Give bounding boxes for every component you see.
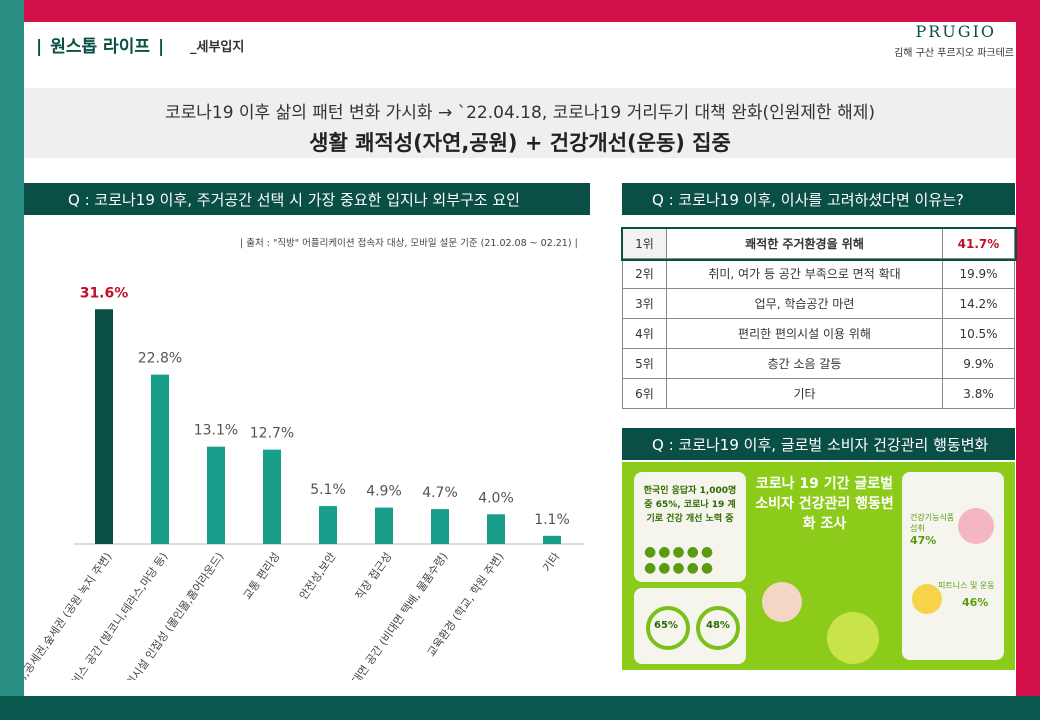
bar	[487, 514, 505, 544]
bar	[263, 449, 281, 544]
rank-cell: 3위	[622, 288, 667, 319]
brand-logo: PRUGIO	[915, 22, 996, 41]
infographic-left-card-2: 65% 48%	[634, 588, 746, 664]
people-icons: ●●●●●	[644, 544, 716, 560]
data-label: 13.1%	[194, 423, 238, 439]
source-note: | 출처 : "직방" 어플리케이션 접속자 대상, 모바일 설문 기준 (21…	[240, 238, 578, 249]
right-label-2: 피트니스 및 운동	[938, 581, 995, 590]
infographic-right-card: 건강기능식품 섭취 47% 피트니스 및 운동 46%	[902, 472, 1004, 660]
page-header: | 원스톱 라이프 | _세부입지 PRUGIO 김해 구산 푸르지오 파크테르	[24, 22, 1016, 68]
bar	[543, 535, 561, 544]
person-illustration	[762, 582, 802, 622]
bar	[375, 507, 393, 544]
tick-label: 직장 접근성	[353, 550, 395, 602]
right-question-header: Q : 코로나19 이후, 이사를 고려하셨다면 이유는?	[622, 183, 1015, 215]
rank-cell: 2위	[622, 258, 667, 289]
tick-label: 교통 편리성	[241, 550, 283, 602]
pct-cell: 9.9%	[942, 348, 1015, 379]
rank-cell: 1위	[622, 228, 667, 259]
runner-illustration	[912, 584, 942, 614]
data-label: 31.6%	[80, 285, 129, 301]
tick-label: 쾌적성,공세권,숲세권 (공원 녹지 주변)	[24, 550, 114, 680]
infographic-title: 코로나 19 기간 글로벌 소비자 건강관리 행동변화 조사	[755, 476, 894, 532]
tick-label: 기타	[540, 550, 562, 574]
data-label: 1.1%	[534, 512, 570, 528]
reason-cell: 취미, 여가 등 공간 부족으로 면적 확대	[666, 258, 943, 289]
rank-cell: 4위	[622, 318, 667, 349]
pie-icon-1	[646, 606, 690, 650]
left-question-header: Q : 코로나19 이후, 주거공간 선택 시 가장 중요한 입지나 외부구조 …	[24, 183, 590, 215]
reason-cell: 쾌적한 주거환경을 위해	[666, 228, 943, 259]
right-label-1: 건강기능식품 섭취	[910, 513, 955, 533]
data-label: 5.1%	[310, 482, 346, 498]
pct-cell: 3.8%	[942, 378, 1015, 409]
bar	[431, 509, 449, 544]
bar	[151, 374, 169, 544]
rank-row: 2위 취미, 여가 등 공간 부족으로 면적 확대 19.9%	[622, 258, 1015, 289]
bar	[95, 309, 113, 544]
summary-banner: 코로나19 이후 삶의 패턴 변화 가시화 → `22.04.18, 코로나19…	[24, 88, 1016, 158]
reason-cell: 편리한 편의시설 이용 위해	[666, 318, 943, 349]
tick-label: 편의시설 인접성 (몰인몰,홈어라운드)	[117, 550, 226, 680]
rank-row: 4위 편리한 편의시설 이용 위해 10.5%	[622, 318, 1015, 349]
data-label: 4.7%	[422, 485, 458, 501]
bar-chart: 31.6%쾌적성,공세권,숲세권 (공원 녹지 주변)22.8%서비스 공간 (…	[24, 285, 584, 680]
data-label: 22.8%	[138, 351, 182, 367]
rank-row: 5위 층간 소음 갈등 9.9%	[622, 348, 1015, 379]
bar	[207, 446, 225, 544]
banner-line-2: 생활 쾌적성(자연,공원) + 건강개선(운동) 집중	[309, 131, 731, 155]
page-title: | 원스톱 라이프 |	[36, 37, 165, 57]
frame-left	[0, 0, 24, 720]
people-icons-row2: ●●●●●	[644, 560, 716, 576]
rank-table: 1위 쾌적한 주거환경을 위해 41.7% 2위 취미, 여가 등 공간 부족으로 면적…	[620, 226, 1017, 409]
reason-cell: 기타	[666, 378, 943, 409]
tick-label: 비대면 공간 (비대면 택배, 물품수령)	[344, 550, 451, 680]
ball-illustration	[827, 612, 879, 664]
pct-cell: 10.5%	[942, 318, 1015, 349]
reason-cell: 층간 소음 갈등	[666, 348, 943, 379]
pct-cell: 19.9%	[942, 258, 1015, 289]
left-pct-2: 48%	[706, 620, 730, 631]
left-card-text: 한국인 응답자 1,000명 중 65%, 코로나 19 계기로 건강 개선 노…	[643, 486, 737, 524]
tick-label: 안전성,보안	[297, 550, 339, 602]
brand-subtitle: 김해 구산 푸르지오 파크테르	[894, 48, 1014, 59]
rank-row: 1위 쾌적한 주거환경을 위해 41.7%	[620, 226, 1017, 261]
pie-icon-2	[696, 606, 740, 650]
data-label: 12.7%	[250, 426, 294, 442]
right-pct-1: 47%	[910, 534, 937, 547]
data-label: 4.9%	[366, 484, 402, 500]
health-infographic: 한국인 응답자 1,000명 중 65%, 코로나 19 계기로 건강 개선 노…	[622, 462, 1015, 670]
page-subtitle: _세부입지	[190, 40, 245, 55]
rank-row: 6위 기타 3.8%	[622, 378, 1015, 409]
frame-bottom	[0, 696, 1040, 720]
rank-cell: 5위	[622, 348, 667, 379]
left-pct-1: 65%	[654, 620, 678, 631]
pct-cell: 14.2%	[942, 288, 1015, 319]
bar	[319, 506, 337, 544]
rank-row: 3위 업무, 학습공간 마련 14.2%	[622, 288, 1015, 319]
rank-cell: 6위	[622, 378, 667, 409]
right-pct-2: 46%	[962, 596, 989, 609]
reason-cell: 업무, 학습공간 마련	[666, 288, 943, 319]
woman-illustration	[958, 508, 994, 544]
infographic-question-header: Q : 코로나19 이후, 글로벌 소비자 건강관리 행동변화	[622, 428, 1015, 460]
banner-line-1: 코로나19 이후 삶의 패턴 변화 가시화 → `22.04.18, 코로나19…	[164, 103, 876, 123]
pct-cell: 41.7%	[942, 228, 1015, 259]
data-label: 4.0%	[478, 490, 514, 506]
infographic-left-card: 한국인 응답자 1,000명 중 65%, 코로나 19 계기로 건강 개선 노…	[634, 472, 746, 582]
frame-right	[1016, 0, 1040, 720]
frame-top	[0, 0, 1040, 22]
